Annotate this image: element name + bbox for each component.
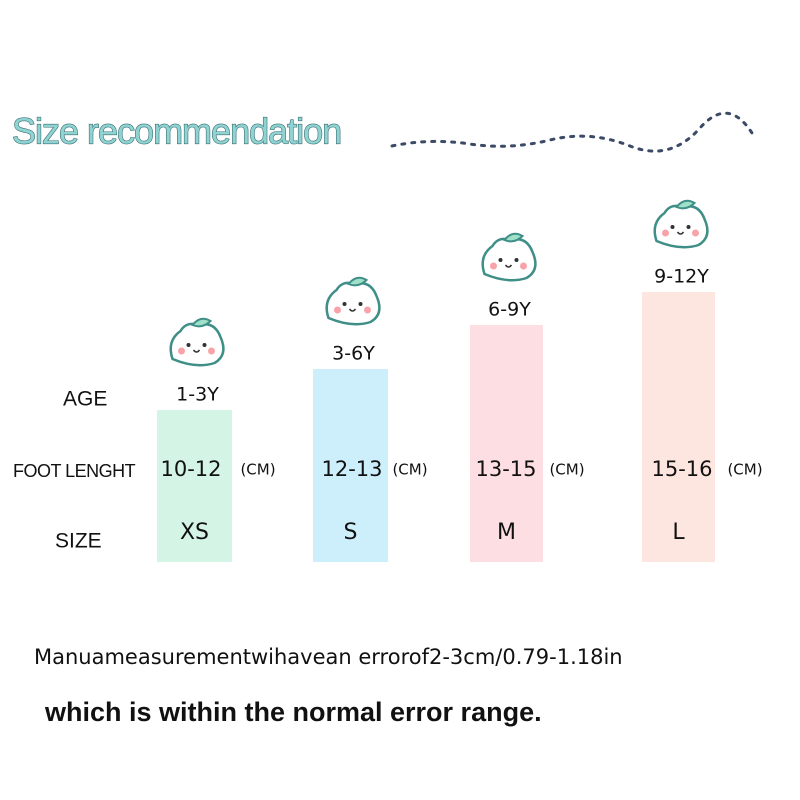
mascot-eye: [186, 343, 191, 347]
row-label-size: SIZE: [55, 530, 102, 553]
size-label: L: [672, 520, 685, 545]
foot-length: 10-12: [160, 457, 221, 481]
size-bar: [313, 369, 388, 562]
mascot-cheek: [334, 306, 341, 314]
mascot-eye: [514, 258, 519, 262]
mascot-body: [653, 204, 709, 249]
size-bar: [157, 410, 232, 562]
mascot-leaf: [346, 276, 369, 287]
mascot-body: [169, 322, 225, 367]
mascot-leaf: [674, 199, 697, 210]
title: Size recommendation: [12, 111, 341, 152]
mascot-cheek: [208, 347, 215, 355]
size-bar: [642, 292, 715, 562]
foot-length: 12-13: [321, 457, 382, 481]
unit: (CM): [240, 461, 275, 479]
foot-length: 15-16: [651, 457, 712, 481]
mascot: [325, 276, 381, 326]
age-label: 6-9Y: [488, 299, 531, 321]
size-label: S: [344, 520, 358, 545]
mascot-eye: [686, 225, 691, 229]
row-label-foot: FOOT LENGHT: [13, 461, 136, 481]
foot-length: 13-15: [475, 457, 536, 481]
mascot-eye: [670, 225, 675, 229]
mascot-body: [481, 237, 537, 282]
mascot-body: [325, 281, 381, 326]
mascot-cheek: [662, 229, 669, 237]
mascot-leaf: [190, 317, 213, 328]
mascot-mouth: [504, 264, 513, 268]
mascot: [481, 232, 537, 282]
age-label: 3-6Y: [332, 343, 375, 365]
mascot-eye: [202, 343, 207, 347]
mascot-cheek: [520, 262, 527, 270]
size-bar: [470, 325, 543, 562]
size-label: XS: [180, 520, 209, 545]
row-label-age: AGE: [63, 388, 107, 411]
unit: (CM): [727, 461, 762, 479]
age-label: 1-3Y: [176, 384, 219, 406]
age-label: 9-12Y: [654, 266, 709, 288]
mascot-mouth: [676, 231, 685, 235]
mascot-cheek: [490, 262, 497, 270]
mascot-mouth: [348, 308, 357, 312]
mascot-eye: [358, 302, 363, 306]
mascot-cheek: [364, 306, 371, 314]
mascot: [169, 317, 225, 367]
unit: (CM): [392, 461, 427, 479]
mascot-eye: [342, 302, 347, 306]
unit: (CM): [549, 461, 584, 479]
wavy-divider: [390, 111, 757, 153]
mascot-cheek: [692, 229, 699, 237]
mascot-eye: [498, 258, 503, 262]
mascot-cheek: [178, 347, 185, 355]
note: which is within the normal error range.: [44, 697, 542, 727]
mascot-mouth: [192, 349, 201, 353]
note: Manuameasurementwihavean errorof2-3cm/0.…: [34, 645, 623, 669]
size-label: M: [497, 520, 516, 545]
mascot-leaf: [502, 232, 525, 243]
mascot: [653, 199, 709, 249]
